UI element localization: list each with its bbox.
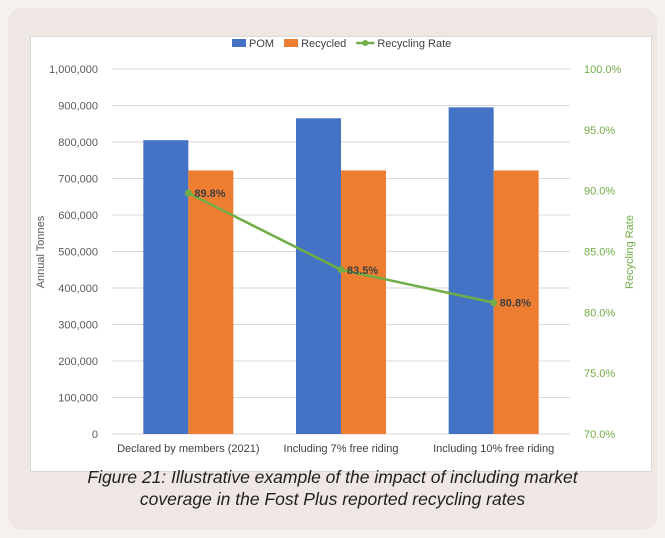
recycling-rate-point: [490, 299, 498, 307]
bar-recycled: [188, 170, 234, 434]
y2-tick-label: 100.0%: [584, 64, 622, 76]
bar-pom: [143, 140, 189, 435]
bar-pom: [296, 118, 341, 435]
bar-pom: [448, 107, 494, 434]
y2-tick-label: 70.0%: [584, 429, 615, 441]
legend-label-recycled: Recycled: [301, 38, 346, 50]
legend-swatch-pom: [232, 39, 246, 47]
figure-caption: Figure 21: Illustrative example of the i…: [8, 466, 657, 510]
y-axis-title: Annual Tonnes: [35, 215, 47, 288]
x-tick-label: Including 7% free riding: [284, 443, 399, 455]
data-label: 89.8%: [194, 188, 225, 200]
y-tick-label: 800,000: [58, 137, 98, 149]
y-tick-label: 600,000: [58, 210, 98, 222]
y2-tick-label: 80.0%: [584, 307, 615, 319]
caption-line-2: coverage in the Fost Plus reported recyc…: [139, 489, 526, 509]
y2-axis-title: Recycling Rate: [624, 215, 636, 289]
y-tick-label: 300,000: [58, 320, 98, 332]
data-label: 83.5%: [347, 265, 378, 277]
bar-recycled: [493, 170, 539, 434]
y-tick-label: 500,000: [58, 247, 98, 259]
y-tick-label: 200,000: [58, 356, 98, 368]
y-tick-label: 1,000,000: [49, 64, 98, 76]
x-tick-label: Including 10% free riding: [433, 443, 554, 455]
bar-recycled: [341, 170, 386, 434]
y-tick-label: 400,000: [58, 283, 98, 295]
y-tick-label: 0: [92, 429, 98, 441]
y2-tick-label: 90.0%: [584, 186, 615, 198]
recycling-rate-point: [184, 189, 192, 197]
y-tick-label: 100,000: [58, 393, 98, 405]
data-label: 80.8%: [500, 298, 531, 310]
y-tick-label: 900,000: [58, 101, 98, 113]
x-tick-label: Declared by members (2021): [117, 443, 259, 455]
y2-tick-label: 85.0%: [584, 247, 615, 259]
legend-marker-recycling-rate: [362, 40, 369, 46]
legend-label-recycling-rate: Recycling Rate: [377, 38, 451, 50]
recycling-rate-point: [337, 266, 345, 274]
legend-label-pom: POM: [249, 38, 274, 50]
y2-tick-label: 95.0%: [584, 125, 615, 137]
caption-line-1: Figure 21: Illustrative example of the i…: [87, 467, 578, 487]
legend-swatch-recycled: [284, 39, 299, 47]
y-tick-label: 700,000: [58, 174, 98, 186]
y2-tick-label: 75.0%: [584, 368, 615, 380]
